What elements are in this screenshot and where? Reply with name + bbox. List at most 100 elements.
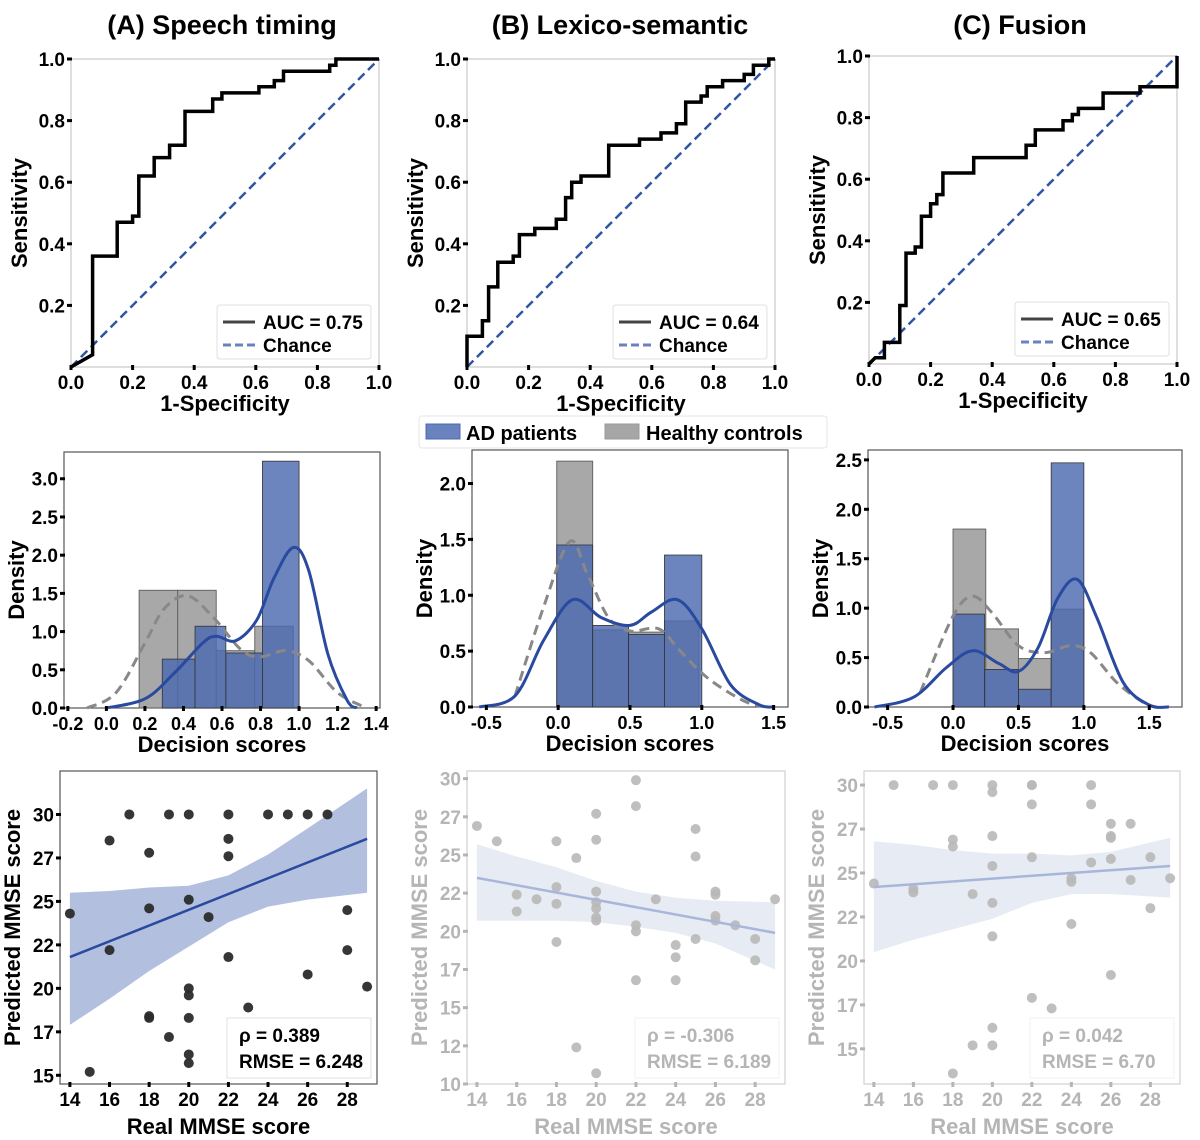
y-tick-label: 15	[33, 1066, 55, 1087]
y-tick-label: 1.0	[837, 47, 863, 68]
x-tick-label: 1.0	[366, 373, 392, 394]
chart-mmse-b: ρ = -0.306 RMSE = 6.189 14 16 18 20 22 24 26 28 10…	[407, 770, 786, 1139]
y-tick-mark	[860, 827, 865, 831]
data-point	[223, 833, 234, 844]
x-tick-mark	[628, 705, 632, 710]
y-tick-label: 25	[33, 892, 55, 913]
data-point	[183, 894, 194, 905]
y-tick-mark	[56, 1073, 61, 1077]
x-tick-label: 18	[139, 1090, 160, 1111]
hc-kde-curve	[86, 594, 368, 710]
y-tick-label: 2.0	[32, 546, 58, 567]
x-axis-label: Decision scores	[546, 731, 715, 756]
x-tick-label: 14	[59, 1090, 81, 1111]
y-tick-mark	[56, 943, 61, 947]
data-point	[362, 981, 373, 992]
data-point	[183, 990, 194, 1001]
y-tick-label: 30	[440, 770, 461, 791]
regression-line	[873, 864, 1171, 889]
data-point	[511, 906, 522, 917]
confidence-band	[873, 837, 1171, 953]
chart-hist-b: -0.5 0.0 0.5 1.0 1.50.00.51.01.52.0Decision …	[412, 449, 789, 756]
y-tick-mark	[56, 899, 61, 903]
data-point	[928, 780, 939, 791]
data-point	[1145, 852, 1156, 863]
y-tick-mark	[468, 482, 473, 486]
data-point	[690, 824, 701, 835]
ad-bar	[984, 669, 1019, 708]
x-tick-label: 28	[337, 1090, 358, 1111]
data-point	[987, 831, 998, 842]
y-tick-mark	[860, 783, 865, 787]
x-tick-label: 18	[942, 1090, 963, 1111]
plot-frame	[863, 770, 1181, 1085]
stats-box	[634, 1017, 780, 1079]
chart-mmse-a: ρ = 0.389 RMSE = 6.248 14 16 18 20 22 24 26 28 15 1…	[0, 770, 378, 1139]
x-tick-label: 18	[546, 1090, 567, 1111]
y-tick-mark	[56, 812, 61, 816]
y-tick-mark	[468, 593, 473, 597]
y-axis-label: Predicted MMSE score	[407, 809, 432, 1046]
hc-kde-curve	[918, 594, 1157, 709]
x-tick-mark	[867, 362, 871, 367]
data-point	[124, 809, 135, 820]
y-axis-label: Density	[412, 538, 437, 618]
ad-bar	[628, 633, 665, 708]
y-tick-mark	[463, 242, 468, 246]
shared-legend: AD patients Healthy controls	[418, 415, 828, 449]
y-tick-label: 0.0	[32, 699, 58, 720]
y-tick-label: 0.4	[435, 235, 462, 256]
legend-swatch-hc	[604, 423, 640, 440]
y-tick-mark	[463, 1006, 468, 1010]
data-point	[1105, 832, 1116, 843]
y-tick-label: 0.4	[39, 235, 66, 256]
data-point	[987, 860, 998, 871]
x-tick-mark	[527, 365, 531, 370]
y-tick-label: 0.4	[837, 232, 864, 253]
legend-label-chance: Chance	[263, 336, 332, 357]
x-tick-mark	[306, 1082, 310, 1087]
data-point	[1125, 875, 1136, 886]
x-tick-mark	[484, 705, 488, 710]
data-point	[630, 775, 641, 786]
ad-bar	[262, 460, 300, 709]
x-tick-label: 0.2	[132, 714, 157, 734]
y-tick-mark	[56, 856, 61, 860]
y-tick-label: 1.5	[836, 550, 863, 571]
legend-swatch-ad	[425, 423, 461, 440]
x-tick-mark	[254, 365, 258, 370]
y-tick-label: 27	[440, 808, 461, 829]
y-tick-label: 0.2	[39, 296, 65, 317]
x-tick-mark	[192, 365, 196, 370]
y-tick-mark	[860, 959, 865, 963]
roc-legend-frame	[216, 304, 372, 360]
y-tick-mark	[468, 649, 473, 653]
data-point	[908, 887, 919, 898]
y-tick-label: 0.6	[39, 173, 65, 194]
y-tick-mark	[860, 871, 865, 875]
x-tick-label: 0.6	[1041, 370, 1067, 391]
data-point	[322, 809, 333, 820]
y-tick-mark	[60, 515, 65, 519]
data-point	[987, 897, 998, 908]
confidence-band	[476, 844, 776, 970]
x-tick-mark	[69, 365, 73, 370]
stats-box	[226, 1017, 372, 1079]
y-tick-mark	[864, 458, 869, 462]
x-tick-label: 22	[1021, 1090, 1042, 1111]
data-point	[223, 851, 234, 862]
ad-bar	[161, 658, 196, 709]
x-tick-label: 0.6	[243, 373, 269, 394]
x-tick-label: 0.0	[856, 370, 882, 391]
x-tick-mark	[181, 706, 185, 711]
data-point	[1066, 918, 1077, 929]
x-tick-mark	[377, 365, 381, 370]
x-tick-mark	[772, 705, 776, 710]
x-axis-label: 1-Specificity	[160, 391, 290, 416]
data-point	[591, 834, 602, 845]
legend-label-hc: Healthy controls	[646, 423, 803, 445]
y-tick-mark	[860, 1047, 865, 1051]
x-tick-mark	[951, 705, 955, 710]
y-tick-mark	[865, 239, 870, 243]
x-tick-mark	[336, 706, 340, 711]
